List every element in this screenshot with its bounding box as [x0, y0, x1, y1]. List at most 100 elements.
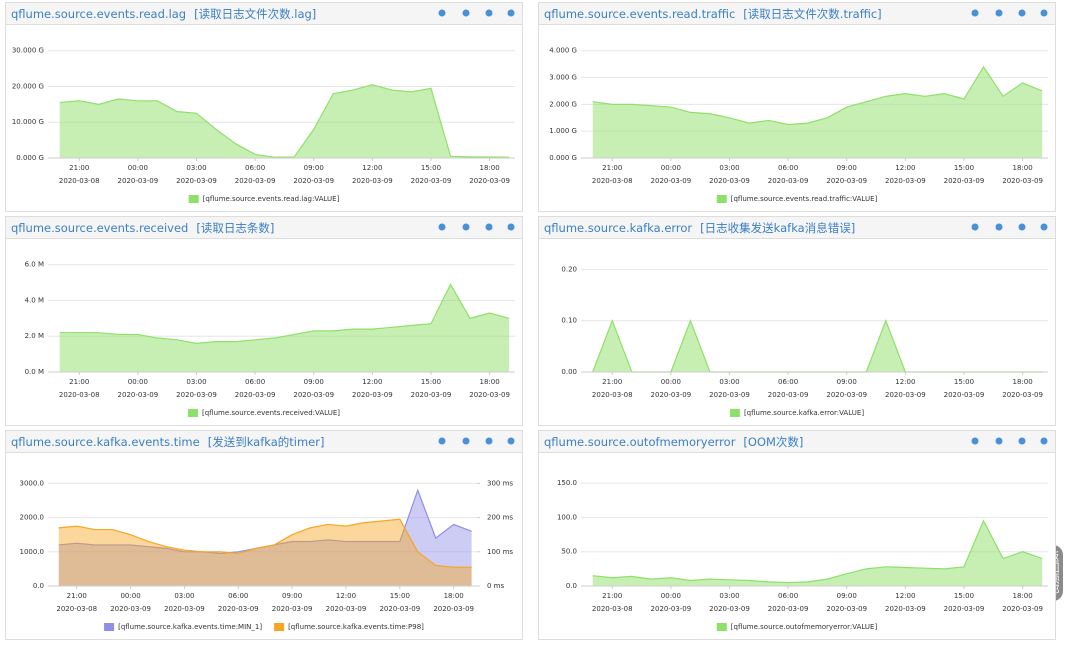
x-tick-sublabel: 2020-03-09: [1002, 177, 1043, 185]
legend-label: [qflume.source.kafka.events.time:P98]: [288, 623, 424, 631]
x-tick-sublabel: 2020-03-08: [592, 177, 633, 185]
delete-icon[interactable]: [507, 437, 515, 445]
alert-icon[interactable]: [438, 9, 446, 17]
y-tick-label: 50.0: [561, 548, 577, 556]
y-tick-label: 2.000 G: [549, 100, 577, 108]
title-text: qflume.source.outofmemoryerror: [544, 435, 736, 449]
legend-item[interactable]: [qflume.source.outofmemoryerror:VALUE]: [716, 623, 878, 631]
panel-title: qflume.source.events.read.traffic [读取日志文件…: [544, 7, 882, 21]
alert-icon[interactable]: [438, 437, 446, 445]
panel-title: qflume.source.kafka.events.time [发送到kafka…: [11, 435, 324, 449]
x-tick-label: 06:00: [228, 592, 248, 600]
alert-icon[interactable]: [971, 437, 979, 445]
x-tick-label: 00:00: [120, 592, 140, 600]
x-tick-label: 21:00: [69, 378, 89, 386]
x-tick-sublabel: 2020-03-09: [768, 605, 809, 613]
x-tick-label: 15:00: [421, 164, 441, 172]
x-tick-label: 15:00: [954, 592, 974, 600]
x-tick-label: 09:00: [837, 592, 857, 600]
apple-icon[interactable]: [995, 9, 1003, 17]
cut-icon[interactable]: [485, 9, 493, 17]
x-tick-label: 12:00: [362, 378, 382, 386]
legend-item[interactable]: [qflume.source.kafka.events.time:P98]: [274, 623, 424, 631]
x-tick-label: 21:00: [602, 378, 622, 386]
legend-swatch: [274, 623, 285, 631]
title-text: qflume.source.kafka.events.time: [11, 435, 200, 449]
delete-icon[interactable]: [507, 9, 515, 17]
delete-icon[interactable]: [1040, 223, 1048, 231]
x-tick-label: 21:00: [67, 592, 87, 600]
legend-item[interactable]: [qflume.source.kafka.events.time:MIN_1]: [104, 623, 262, 631]
subtitle-text: [读取日志文件次数.traffic]: [743, 7, 881, 21]
x-tick-sublabel: 2020-03-09: [352, 391, 393, 399]
chart-panel: qflume.source.events.received [读取日志条数] 0.0…: [5, 216, 523, 426]
cut-icon[interactable]: [1018, 9, 1026, 17]
delete-icon[interactable]: [1040, 437, 1048, 445]
alert-icon[interactable]: [971, 9, 979, 17]
series-line: [58, 518, 472, 568]
alert-icon[interactable]: [971, 223, 979, 231]
legend-item[interactable]: [qflume.source.events.read.traffic:VALUE…: [716, 195, 878, 203]
area-fill: [58, 490, 472, 586]
y-tick-label: 4.000 G: [549, 47, 577, 55]
legend-swatch: [716, 623, 727, 631]
apple-icon[interactable]: [995, 437, 1003, 445]
x-tick-label: 09:00: [304, 378, 324, 386]
x-tick-sublabel: 2020-03-09: [651, 605, 692, 613]
delete-icon[interactable]: [507, 223, 515, 231]
x-tick-label: 00:00: [661, 378, 681, 386]
apple-icon[interactable]: [462, 9, 470, 17]
x-tick-sublabel: 2020-03-09: [709, 605, 750, 613]
y-tick-label: 30.000 G: [12, 47, 44, 55]
legend-item[interactable]: [qflume.source.events.received:VALUE]: [188, 409, 340, 417]
chart-panel: qflume.source.kafka.events.time [发送到kafka…: [5, 430, 523, 640]
x-tick-label: 06:00: [245, 164, 265, 172]
legend-swatch: [716, 195, 727, 203]
legend-swatch: [104, 623, 115, 631]
legend-item[interactable]: [qflume.source.kafka.error:VALUE]: [729, 409, 864, 417]
x-tick-sublabel: 2020-03-09: [944, 391, 985, 399]
legend-item[interactable]: [qflume.source.events.read.lag:VALUE]: [188, 195, 340, 203]
cut-icon[interactable]: [1018, 223, 1026, 231]
y2-tick-label: 0 ms: [487, 582, 504, 590]
x-tick-sublabel: 2020-03-09: [433, 605, 474, 613]
x-tick-label: 18:00: [480, 164, 500, 172]
y-tick-label: 1.000 G: [549, 127, 577, 135]
x-tick-label: 21:00: [69, 164, 89, 172]
title-text: qflume.source.events.received: [11, 221, 188, 235]
y-tick-label: 100.0: [557, 513, 577, 521]
panel-border: [5, 430, 523, 640]
y-tick-label: 0.000 G: [16, 154, 44, 162]
x-tick-label: 18:00: [1013, 592, 1033, 600]
x-tick-sublabel: 2020-03-09: [118, 391, 159, 399]
series-line: [592, 519, 1043, 584]
x-tick-sublabel: 2020-03-09: [411, 177, 452, 185]
x-tick-sublabel: 2020-03-09: [293, 391, 334, 399]
x-tick-label: 09:00: [837, 164, 857, 172]
x-tick-label: 12:00: [336, 592, 356, 600]
y2-tick-label: 100 ms: [487, 548, 513, 556]
x-tick-sublabel: 2020-03-08: [59, 177, 100, 185]
y-tick-label: 3000.0: [20, 479, 45, 487]
x-tick-sublabel: 2020-03-09: [826, 391, 867, 399]
apple-icon[interactable]: [462, 223, 470, 231]
delete-icon[interactable]: [1040, 9, 1048, 17]
cut-icon[interactable]: [1018, 437, 1026, 445]
x-tick-sublabel: 2020-03-09: [110, 605, 151, 613]
panel-header: [538, 430, 1056, 453]
y-tick-label: 0.00: [561, 368, 577, 376]
chart-panel: qflume.source.kafka.error [日志收集发送kafka消息错…: [538, 216, 1056, 426]
panel-header: [538, 2, 1056, 25]
alert-icon[interactable]: [438, 223, 446, 231]
cut-icon[interactable]: [485, 437, 493, 445]
y-tick-label: 3.000 G: [549, 74, 577, 82]
x-tick-sublabel: 2020-03-09: [352, 177, 393, 185]
x-tick-sublabel: 2020-03-09: [885, 177, 926, 185]
apple-icon[interactable]: [462, 437, 470, 445]
x-tick-label: 15:00: [390, 592, 410, 600]
x-tick-label: 03:00: [186, 378, 206, 386]
cut-icon[interactable]: [485, 223, 493, 231]
x-tick-sublabel: 2020-03-09: [379, 605, 420, 613]
apple-icon[interactable]: [995, 223, 1003, 231]
